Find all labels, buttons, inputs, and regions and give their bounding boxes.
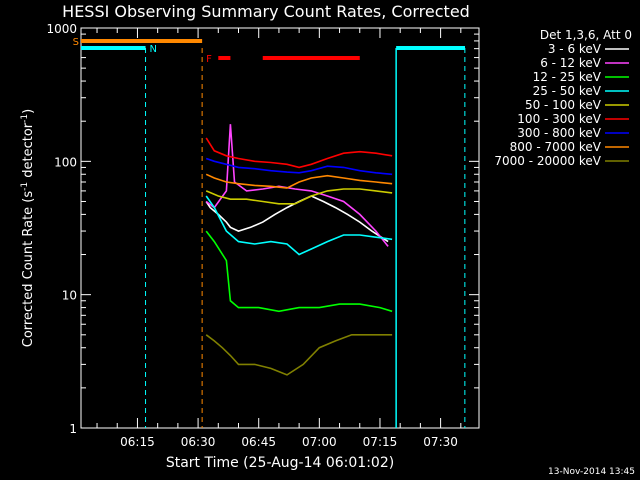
legend-label-2: 6 - 12 keV — [540, 56, 602, 70]
y-axis-label-mid: detector — [21, 122, 36, 182]
x-tick-label: 06:45 — [241, 435, 276, 449]
f-bar-1 — [218, 56, 231, 60]
y-tick-label: 100 — [54, 155, 77, 169]
series-line-7 — [205, 157, 393, 176]
legend-label-9: 7000 - 20000 keV — [494, 154, 601, 168]
series-line-2 — [205, 124, 389, 247]
y-tick-label: 10 — [62, 289, 77, 303]
chart-title: HESSI Observing Summary Count Rates, Cor… — [62, 2, 470, 21]
y-tick-label: 1000 — [46, 22, 77, 36]
y-axis-label-end: ) — [21, 109, 36, 114]
legend-label-4: 25 - 50 keV — [533, 84, 602, 98]
n-bar-2 — [396, 46, 465, 50]
y-tick-label: 1 — [69, 422, 77, 436]
s-label: S — [73, 37, 79, 48]
legend-label-6: 100 - 300 keV — [517, 112, 601, 126]
footer-date: 13-Nov-2014 13:45 — [548, 467, 635, 477]
series-line-9 — [205, 334, 393, 376]
legend-label-5: 50 - 100 keV — [525, 98, 602, 112]
series-line-3 — [205, 230, 393, 313]
series-line-1 — [205, 195, 389, 243]
s-bar — [81, 39, 203, 43]
f-bar-2 — [262, 56, 360, 60]
series-line-6 — [205, 137, 393, 169]
n-label: N — [150, 44, 157, 55]
legend-label-1: 3 - 6 keV — [548, 42, 602, 56]
y-axis: 1 10 100 1000 — [46, 22, 479, 436]
series-line-5 — [205, 188, 393, 205]
x-tick-label: 07:30 — [423, 435, 458, 449]
y-axis-label-main: Corrected Count Rate (s — [21, 191, 36, 348]
series-layer — [205, 124, 393, 376]
legend-label-8: 800 - 7000 keV — [510, 140, 602, 154]
x-axis-label: Start Time (25-Aug-14 06:01:02) — [166, 455, 394, 471]
series-line-8 — [205, 173, 393, 189]
x-axis: 06:15 06:30 06:45 07:00 07:15 07:30 — [96, 28, 462, 449]
plot-frame — [80, 27, 480, 429]
y-axis-label-sup1: -1 — [20, 182, 30, 191]
series-line-4 — [205, 195, 393, 256]
annotations: S N F — [73, 37, 466, 428]
plot-area — [80, 27, 480, 429]
legend-label-7: 300 - 800 keV — [517, 126, 601, 140]
f-label: F — [206, 54, 212, 65]
x-tick-label: 07:15 — [363, 435, 398, 449]
legend-title: Det 1,3,6, Att 0 — [540, 28, 632, 42]
x-tick-label: 06:30 — [181, 435, 216, 449]
x-tick-label: 06:15 — [120, 435, 155, 449]
y-axis-label-sup2: -1 — [20, 114, 30, 123]
y-axis-label: Corrected Count Rate (s-1 detector-1) — [20, 109, 36, 347]
legend-label-3: 12 - 25 keV — [533, 70, 602, 84]
n-bar-1 — [81, 46, 146, 50]
x-tick-label: 07:00 — [302, 435, 337, 449]
